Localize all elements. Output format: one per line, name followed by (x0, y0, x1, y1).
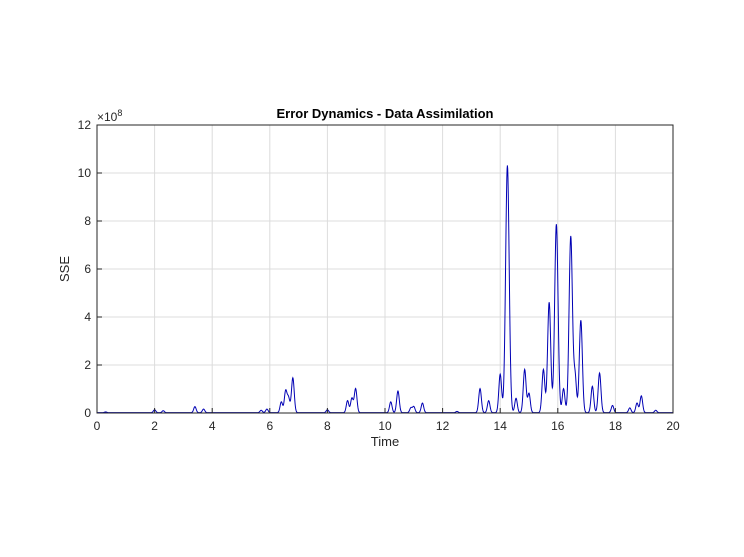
y-tick-label: 10 (78, 166, 92, 180)
chart-title: Error Dynamics - Data Assimilation (277, 106, 494, 121)
y-tick-label: 12 (78, 118, 92, 132)
y-scale-power: 8 (117, 108, 122, 118)
x-tick-label: 0 (94, 419, 101, 433)
x-tick-label: 2 (151, 419, 158, 433)
y-axis-label: SSE (57, 256, 72, 282)
y-scale-exponent: ×108 (97, 108, 122, 124)
ticks: 0 2 4 6 8 10 12 14 16 18 20 0 2 4 6 8 10 12 (78, 118, 680, 433)
y-tick-label: 6 (84, 262, 91, 276)
x-tick-label: 12 (436, 419, 450, 433)
x-tick-label: 10 (378, 419, 392, 433)
y-tick-label: 8 (84, 214, 91, 228)
x-tick-label: 16 (551, 419, 565, 433)
x-tick-label: 18 (609, 419, 623, 433)
x-tick-label: 14 (494, 419, 508, 433)
x-tick-label: 8 (324, 419, 331, 433)
x-tick-label: 4 (209, 419, 216, 433)
y-tick-label: 0 (84, 406, 91, 420)
x-tick-label: 6 (266, 419, 273, 433)
y-tick-label: 2 (84, 358, 91, 372)
x-tick-label: 20 (666, 419, 680, 433)
y-scale-base: ×10 (97, 110, 118, 124)
y-tick-label: 4 (84, 310, 91, 324)
x-axis-label: Time (371, 434, 399, 449)
